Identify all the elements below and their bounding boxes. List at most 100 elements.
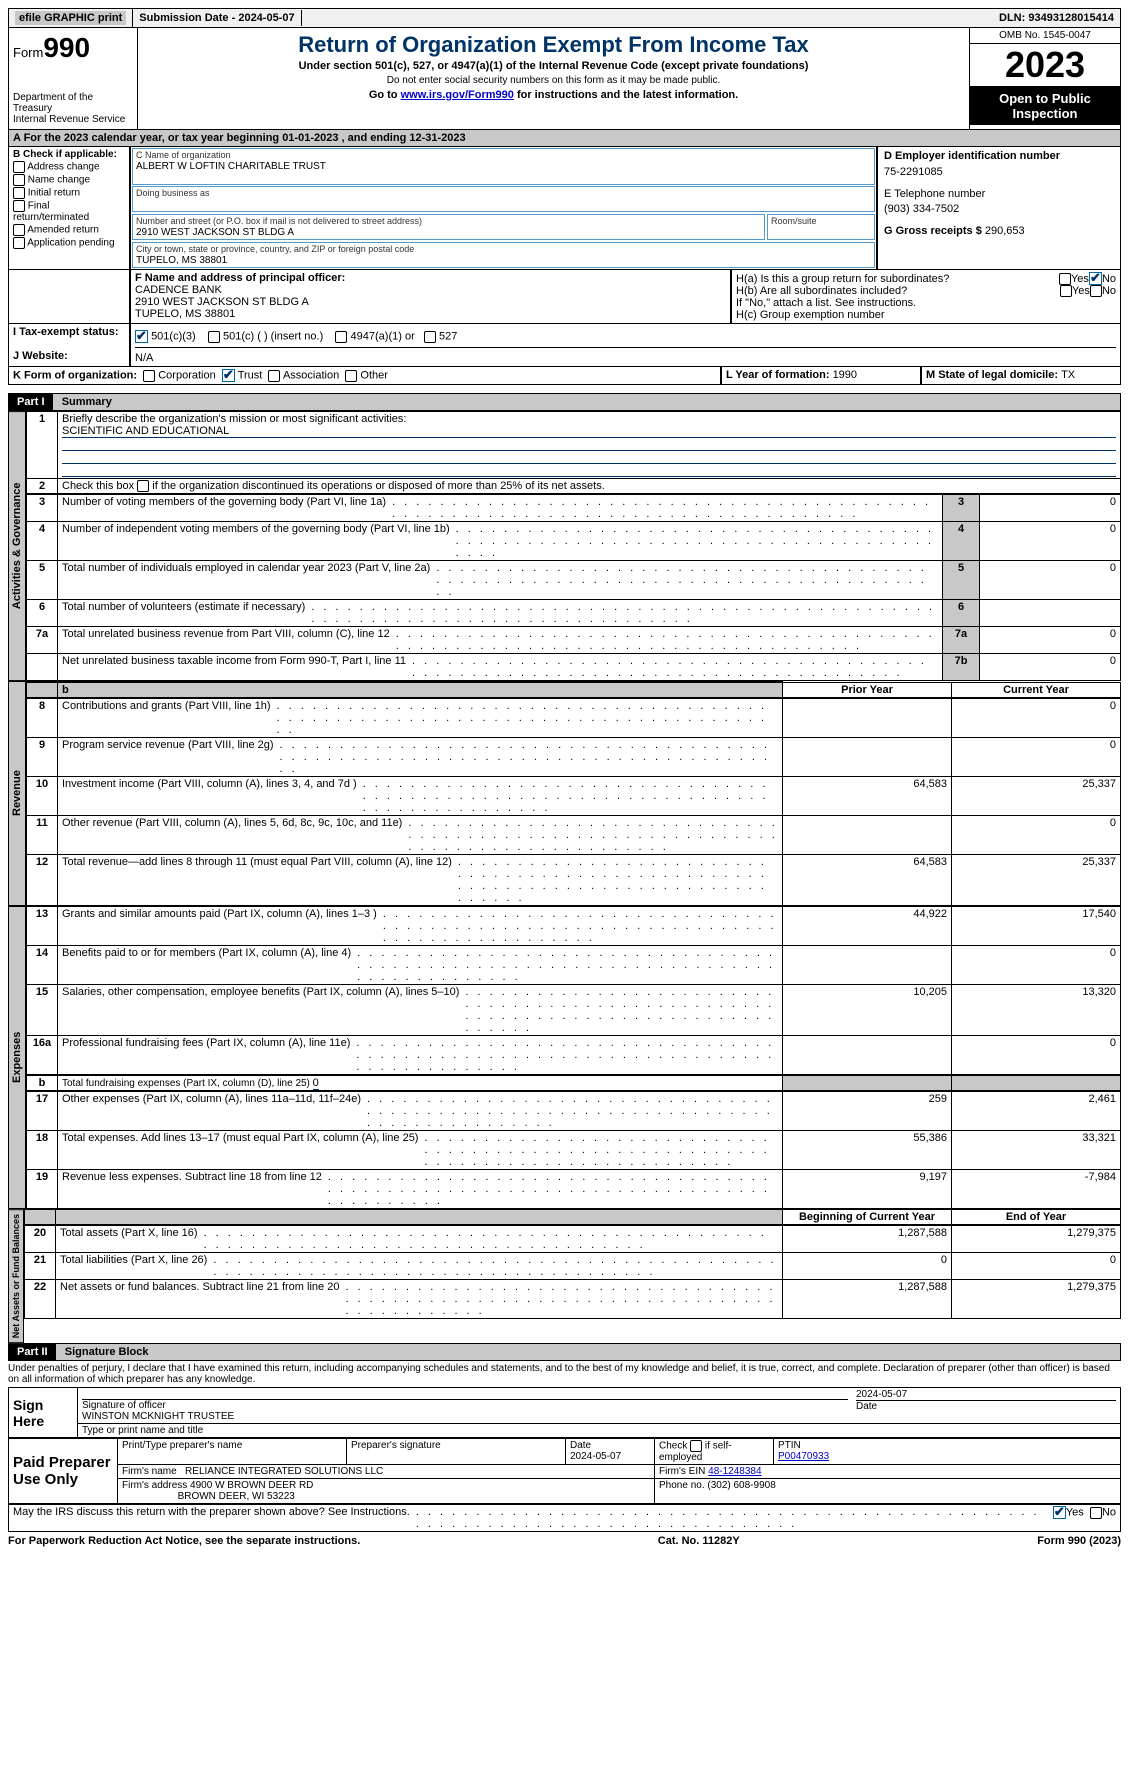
form-sub2: Do not enter social security numbers on … [142,75,965,86]
chk-assoc[interactable] [268,370,280,382]
firm-lbl: Firm's name [122,1466,177,1477]
vlabel-na: Net Assets or Fund Balances [8,1209,24,1343]
officer-addr: 2910 WEST JACKSON ST BLDG A [135,296,309,308]
chk-trust[interactable] [222,369,235,382]
b-opt-2: Initial return [28,188,80,199]
org-address: 2910 WEST JACKSON ST BLDG A [136,227,294,238]
no-3: No [1102,1507,1116,1519]
col-end-year: End of Year [952,1210,1121,1225]
chk-527[interactable] [424,331,436,343]
ha-no[interactable] [1089,272,1102,285]
i-o3: 4947(a)(1) or [351,330,415,342]
l16b-text: Total fundraising expenses (Part IX, col… [62,1078,313,1089]
mission-line2 [62,438,1116,451]
sign-date: 2024-05-07 [856,1389,1116,1401]
k-o1: Trust [238,369,263,381]
chk-amended[interactable] [13,224,25,236]
e-lbl: E Telephone number [884,188,1114,200]
form-title: Return of Organization Exempt From Incom… [142,32,965,58]
org-name: ALBERT W LOFTIN CHARITABLE TRUST [136,161,326,172]
b-label-col: b [62,684,69,696]
hb-no[interactable] [1090,285,1102,297]
k-o3: Other [360,369,388,381]
chk-corp[interactable] [143,370,155,382]
perjury-text: Under penalties of perjury, I declare th… [8,1361,1121,1387]
firm-addr1: 4900 W BROWN DEER RD [190,1480,313,1491]
footer-right: Form 990 (2023) [1037,1535,1121,1547]
chk-address-change[interactable] [13,161,25,173]
vlabel-exp: Expenses [8,906,26,1209]
tax-year: 2023 [970,44,1120,87]
prep-h4: Check [659,1441,687,1452]
page-footer: For Paperwork Reduction Act Notice, see … [8,1532,1121,1547]
section-b-to-g: B Check if applicable: Address change Na… [8,147,1121,270]
ein-value: 75-2291085 [884,166,1114,178]
phone-value: (903) 334-7502 [884,203,1114,215]
chk-final-return[interactable] [13,200,25,212]
i-o4: 527 [439,330,457,342]
prep-phone: (302) 608-9908 [707,1480,775,1491]
l2-t2: if the organization discontinued its ope… [149,480,605,492]
hb-yes[interactable] [1060,285,1072,297]
phone-lbl: Phone no. [659,1480,707,1491]
form-header: Form990 Department of the Treasury Inter… [8,28,1121,130]
chk-4947[interactable] [335,331,347,343]
firm-addr-lbl: Firm's address [122,1480,187,1491]
dept-treasury: Department of the Treasury [13,92,133,114]
l16b-val: 0 [313,1077,319,1090]
no-2: No [1102,285,1116,297]
chk-self-employed[interactable] [690,1440,702,1452]
chk-initial-return[interactable] [13,187,25,199]
dba-lbl: Doing business as [136,188,210,198]
room-lbl: Room/suite [771,216,817,226]
chk-other[interactable] [345,370,357,382]
form990-link[interactable]: www.irs.gov/Form990 [401,89,514,101]
sign-here-table: Sign Here Signature of officer WINSTON M… [8,1387,1121,1438]
b-opt-5: Application pending [27,238,114,249]
part2-title: Signature Block [65,1346,149,1358]
hb-note: If "No," attach a list. See instructions… [736,297,1116,309]
ptin-link[interactable]: P00470933 [778,1451,829,1462]
section-f-h: F Name and address of principal officer:… [8,270,1121,324]
chk-501c[interactable] [208,331,220,343]
b-opt-1: Name change [28,175,90,186]
chk-name-change[interactable] [13,174,25,186]
chk-discontinued[interactable] [137,480,149,492]
efile-print-btn[interactable]: efile GRAPHIC print [15,11,126,25]
table-rev-head: bPrior YearCurrent Year [26,681,1121,698]
b-opt-0: Address change [27,162,99,173]
b-opt-3: Final return/terminated [13,201,89,223]
open-public-inspection: Open to Public Inspection [970,87,1120,125]
table-gov-lines: 3Number of voting members of the governi… [26,494,1121,681]
form-word: Form [13,45,43,60]
discuss-yes[interactable] [1053,1506,1066,1519]
prep-h5: PTIN [778,1440,801,1451]
dln-label: DLN: [999,12,1028,24]
date-lbl: Date [856,1401,877,1412]
chk-501c3[interactable] [135,330,148,343]
city-lbl: City or town, state or province, country… [136,244,414,254]
l2-n: 2 [27,479,58,494]
k-o0: Corporation [158,369,215,381]
discuss-no[interactable] [1090,1507,1102,1519]
firm-ein-link[interactable]: 48-1248384 [708,1466,761,1477]
l-lbl: L Year of formation: [726,369,833,381]
dept-irs: Internal Revenue Service [13,114,133,125]
chk-app-pending[interactable] [13,237,25,249]
ha-yes[interactable] [1059,273,1071,285]
form-sub1: Under section 501(c), 527, or 4947(a)(1)… [142,60,965,72]
top-bar: efile GRAPHIC print Submission Date - 20… [8,8,1121,28]
sig-officer-lbl: Signature of officer [82,1400,166,1411]
submission-label: Submission Date - [139,12,238,24]
vlabel-ag: Activities & Governance [8,411,26,681]
part1-title: Summary [62,396,112,408]
expenses-section: Expenses 13Grants and similar amounts pa… [8,906,1121,1209]
addr-lbl: Number and street (or P.O. box if mail i… [136,216,422,226]
sign-here-label: Sign Here [9,1388,78,1438]
year-formation: 1990 [833,369,857,381]
yes-3: Yes [1066,1507,1084,1519]
org-city: TUPELO, MS 38801 [136,255,227,266]
g-lbl: G Gross receipts $ [884,225,985,237]
mission-line4 [62,464,1116,477]
firm-name: RELIANCE INTEGRATED SOLUTIONS LLC [185,1466,383,1477]
